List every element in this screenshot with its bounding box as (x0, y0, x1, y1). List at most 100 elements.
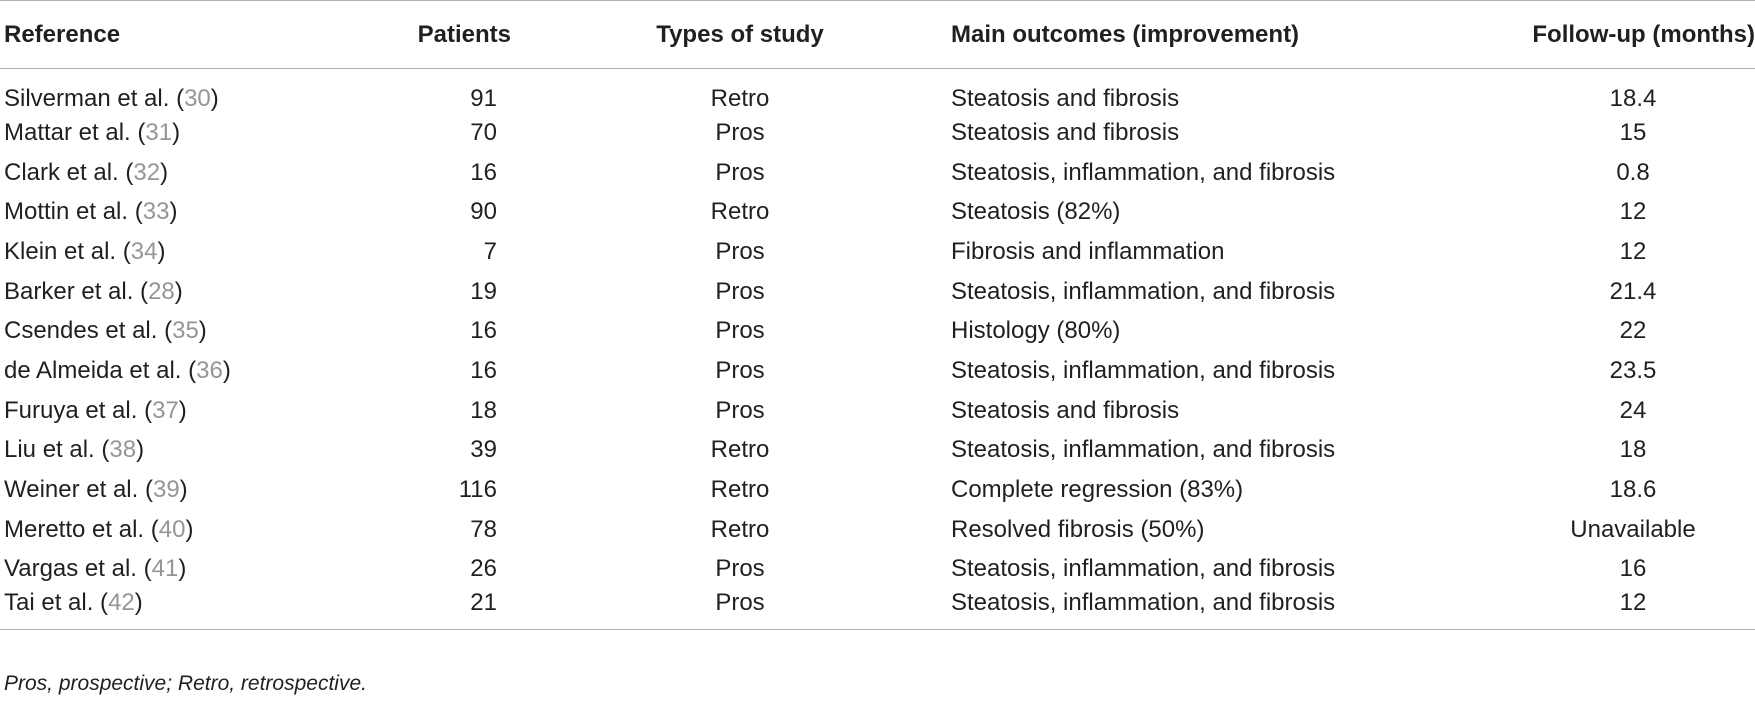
reference-author: Weiner et al. (4, 476, 139, 504)
cell-reference: Meretto et al. (40) (4, 515, 194, 543)
citation-link[interactable]: 34 (130, 237, 158, 265)
header-row: Reference Patients Types of study Main o… (0, 0, 1755, 69)
reference-author: Vargas et al. (4, 555, 137, 583)
cell-follow-up: 18.6 (1609, 476, 1657, 504)
cell-reference: Tai et al. (42) (0, 589, 345, 631)
cell-reference: Csendes et al. (35) (4, 317, 207, 345)
cell-patients: 18 (470, 396, 497, 424)
cell-main-outcome: Steatosis and fibrosis (951, 396, 1180, 424)
reference-author: Barker et al. (4, 277, 134, 305)
cell-main-outcome: Fibrosis and inflammation (951, 237, 1225, 265)
cell-follow-up: 16 (1619, 555, 1647, 583)
cell-type-of-study: Pros (715, 277, 765, 305)
cell-follow-up: 12 (1619, 237, 1647, 265)
citation-link[interactable]: 38 (109, 436, 137, 464)
cell-type-of-study: Pros (715, 317, 765, 345)
citation-link[interactable]: 37 (152, 396, 179, 424)
table-row: Mattar et al. (31) 70 Pros Steatosis and fi… (0, 113, 1755, 153)
table-row: Csendes et al. (35) 16 Pros Histology (80%)… (0, 311, 1755, 351)
table-body: Silverman et al. (30) 91 Retro Steatosis an… (0, 69, 1755, 631)
table-footnote: Pros, prospective; Retro, retrospective. (4, 672, 367, 695)
citation-link[interactable]: 41 (151, 555, 179, 583)
table-row: Clark et al. (32) 16 Pros Steatosis, inflam… (0, 153, 1755, 193)
cell-follow-up: 12 (1619, 198, 1647, 226)
cell-reference: Weiner et al. (39) (4, 476, 188, 504)
citation-link[interactable]: 30 (184, 85, 211, 112)
table-row: Klein et al. (34) 7 Pros Fibrosis and infla… (0, 232, 1755, 272)
citation-link[interactable]: 39 (152, 476, 180, 504)
cell-patients: 21 (345, 589, 535, 631)
reference-author: Liu et al. (4, 436, 95, 464)
cell-patients: 7 (483, 237, 497, 265)
header-main-outcomes: Main outcomes (improvement) (945, 0, 1445, 69)
cell-follow-up: 0.8 (1616, 158, 1650, 186)
cell-main-outcome: Resolved fibrosis (50%) (951, 515, 1205, 543)
reference-author: Klein et al. (4, 237, 117, 265)
cell-follow-up: 12 (1445, 589, 1755, 631)
cell-follow-up: 23.5 (1609, 356, 1657, 384)
cell-type-of-study: Pros (715, 118, 765, 146)
table-row: Meretto et al. (40) 78 Retro Resolved fibro… (0, 510, 1755, 550)
header-follow-up: Follow-up (months) (1445, 0, 1755, 69)
cell-reference: Klein et al. (34) (4, 237, 166, 265)
cell-main-outcome: Steatosis, inflammation, and fibrosis (951, 277, 1336, 305)
reference-author: Mottin et al. (4, 198, 129, 226)
table-row: Silverman et al. (30) 91 Retro Steatosis an… (0, 69, 1755, 114)
reference-author: Csendes et al. (4, 317, 158, 345)
citation-link[interactable]: 31 (145, 118, 173, 146)
citation-link[interactable]: 36 (196, 356, 223, 384)
citation-link[interactable]: 28 (148, 277, 175, 305)
reference-author: Meretto et al. (4, 515, 145, 543)
citation-link[interactable]: 35 (172, 317, 199, 345)
cell-main-outcome: Steatosis, inflammation, and fibrosis (951, 158, 1336, 186)
cell-main-outcome: Steatosis, inflammation, and fibrosis (951, 555, 1336, 583)
cell-patients: 16 (470, 356, 497, 384)
citation-link[interactable]: 42 (108, 589, 135, 617)
cell-reference: Silverman et al. (30) (4, 85, 219, 112)
table-row: Mottin et al. (33) 90 Retro Steatosis (82%)… (0, 192, 1755, 232)
cell-main-outcome: Steatosis, inflammation, and fibrosis (945, 589, 1445, 631)
cell-type-of-study: Retro (710, 198, 770, 226)
reference-author: Furuya et al. (4, 396, 138, 424)
cell-type-of-study: Retro (710, 85, 770, 112)
cell-main-outcome: Complete regression (83%) (951, 476, 1244, 504)
table-row: Barker et al. (28) 19 Pros Steatosis, infla… (0, 272, 1755, 312)
cell-patients: 39 (470, 436, 497, 464)
cell-reference: Vargas et al. (41) (4, 555, 187, 583)
cell-patients: 19 (470, 277, 497, 305)
cell-main-outcome: Steatosis and fibrosis (951, 85, 1180, 112)
reference-author: Silverman et al. (4, 85, 170, 112)
cell-main-outcome: Steatosis, inflammation, and fibrosis (951, 436, 1336, 464)
cell-reference: Mattar et al. (31) (4, 118, 181, 146)
table-row: Weiner et al. (39) 116 Retro Complete regre… (0, 470, 1755, 510)
cell-patients: 70 (470, 118, 497, 146)
cell-patients: 16 (470, 158, 497, 186)
cell-reference: Mottin et al. (33) (4, 198, 178, 226)
citation-link[interactable]: 33 (142, 198, 170, 226)
cell-reference: Liu et al. (38) (4, 436, 145, 464)
cell-patients: 91 (470, 85, 497, 112)
cell-reference: Barker et al. (28) (4, 277, 183, 305)
cell-patients: 78 (470, 515, 497, 543)
cell-type-of-study: Pros (715, 158, 765, 186)
citation-link[interactable]: 32 (133, 158, 161, 186)
cell-patients: 26 (470, 555, 497, 583)
cell-reference: Clark et al. (32) (4, 158, 169, 186)
header-type-of-study: Types of study (535, 0, 945, 69)
cell-type-of-study: Pros (715, 356, 765, 384)
header-patients: Patients (345, 0, 535, 69)
table-header: Reference Patients Types of study Main o… (0, 0, 1755, 69)
reference-author: Mattar et al. (4, 118, 131, 146)
cell-type-of-study: Retro (710, 436, 770, 464)
cell-patients: 90 (470, 198, 497, 226)
cell-type-of-study: Pros (715, 237, 765, 265)
cell-follow-up: 15 (1619, 118, 1647, 146)
table-row: de Almeida et al. (36) 16 Pros Steatosis, i… (0, 351, 1755, 391)
cell-main-outcome: Histology (80%) (951, 317, 1121, 345)
reference-author: Clark et al. (4, 158, 119, 186)
citation-link[interactable]: 40 (158, 515, 186, 543)
cell-patients: 116 (458, 476, 497, 504)
cell-follow-up: Unavailable (1570, 515, 1696, 543)
table-row: Vargas et al. (41) 26 Pros Steatosis, infla… (0, 550, 1755, 590)
